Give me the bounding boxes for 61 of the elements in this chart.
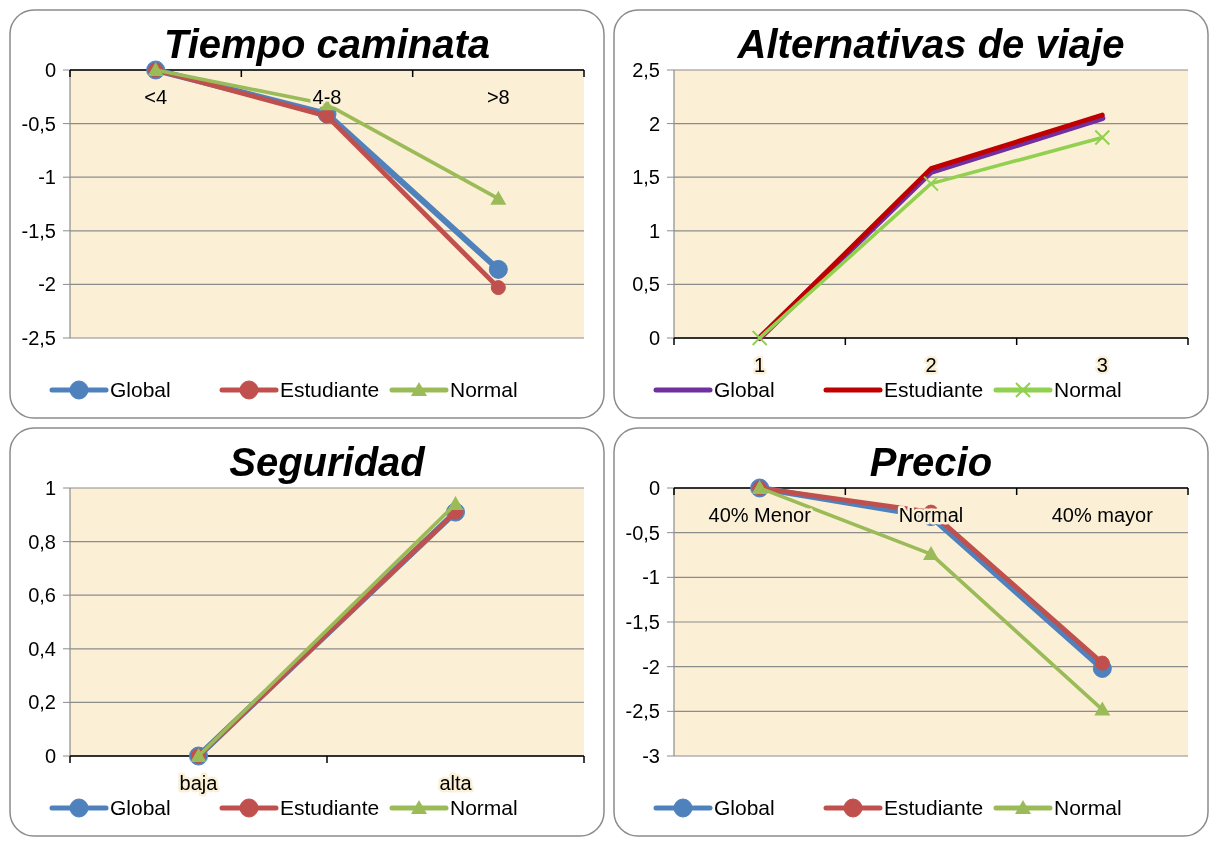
y-tick-label: -2,5 (21, 327, 56, 349)
x-tick-label: baja (179, 772, 219, 794)
legend-label: Global (110, 796, 171, 820)
legend-label: Normal (450, 796, 518, 820)
x-tick-label: 3 (1096, 354, 1108, 376)
y-tick-label: 1,5 (632, 166, 660, 189)
point (1094, 701, 1111, 716)
legend-label: Estudiante (280, 796, 380, 820)
legend-label: Estudiante (884, 378, 984, 402)
point (490, 190, 507, 205)
y-tick-label: 0,4 (28, 637, 56, 660)
legend-label: Normal (1054, 796, 1122, 820)
chart-title: Tiempo caminata (163, 22, 491, 66)
legend-label: Estudiante (280, 378, 380, 402)
y-tick-label: 1 (648, 219, 660, 242)
y-tick-label: -1,5 (21, 219, 56, 242)
x-tick-label: 1 (754, 354, 766, 376)
y-tick-label: -2 (38, 273, 56, 296)
point (923, 546, 939, 561)
x-tick-label: 40% Menor (708, 504, 812, 526)
legend-label: Normal (1054, 378, 1122, 402)
y-tick-label: 0,2 (28, 691, 56, 714)
y-tick-label: 0,8 (28, 530, 56, 553)
point (488, 259, 508, 279)
x-tick-label: >8 (486, 86, 510, 108)
point (319, 108, 335, 124)
y-tick-label: -0,5 (21, 112, 56, 135)
point (751, 330, 768, 346)
y-tick-label: -3 (642, 745, 660, 767)
x-tick-label: 4-8 (312, 86, 342, 108)
point (490, 280, 506, 296)
y-tick-label: 0,5 (632, 273, 660, 296)
legend-label: Global (110, 378, 171, 402)
y-tick-label: -1 (642, 566, 660, 589)
legend-label: Global (714, 378, 775, 402)
y-tick-label: 0 (648, 477, 660, 499)
x-tick-label: 40% mayor (1051, 504, 1154, 526)
legend-label: Normal (450, 378, 518, 402)
legend-label: Global (714, 796, 775, 820)
y-tick-label: -2 (642, 655, 660, 678)
legend-label: Estudiante (884, 796, 984, 820)
chart-title: Seguridad (229, 440, 427, 484)
y-tick-label: -0,5 (625, 521, 660, 544)
y-tick-label: 0,6 (28, 584, 56, 607)
chart-title: Alternativas de viaje (736, 22, 1125, 66)
point (923, 175, 939, 192)
x-tick-label: 2 (925, 354, 937, 376)
y-tick-label: 2 (648, 112, 660, 135)
y-tick-label: 2,5 (632, 59, 660, 81)
y-tick-label: -1 (38, 166, 56, 189)
x-tick-label: alta (439, 772, 473, 794)
y-tick-label: -1,5 (625, 611, 660, 633)
y-tick-label: 1 (44, 477, 56, 499)
point (1094, 129, 1111, 146)
y-tick-label: 0 (44, 59, 56, 81)
point (1094, 655, 1110, 671)
y-tick-label: -2,5 (625, 700, 660, 723)
x-tick-label: <4 (144, 86, 168, 108)
chart-title: Precio (869, 440, 993, 484)
y-tick-label: 0 (648, 327, 660, 349)
y-tick-label: 0 (44, 745, 56, 767)
